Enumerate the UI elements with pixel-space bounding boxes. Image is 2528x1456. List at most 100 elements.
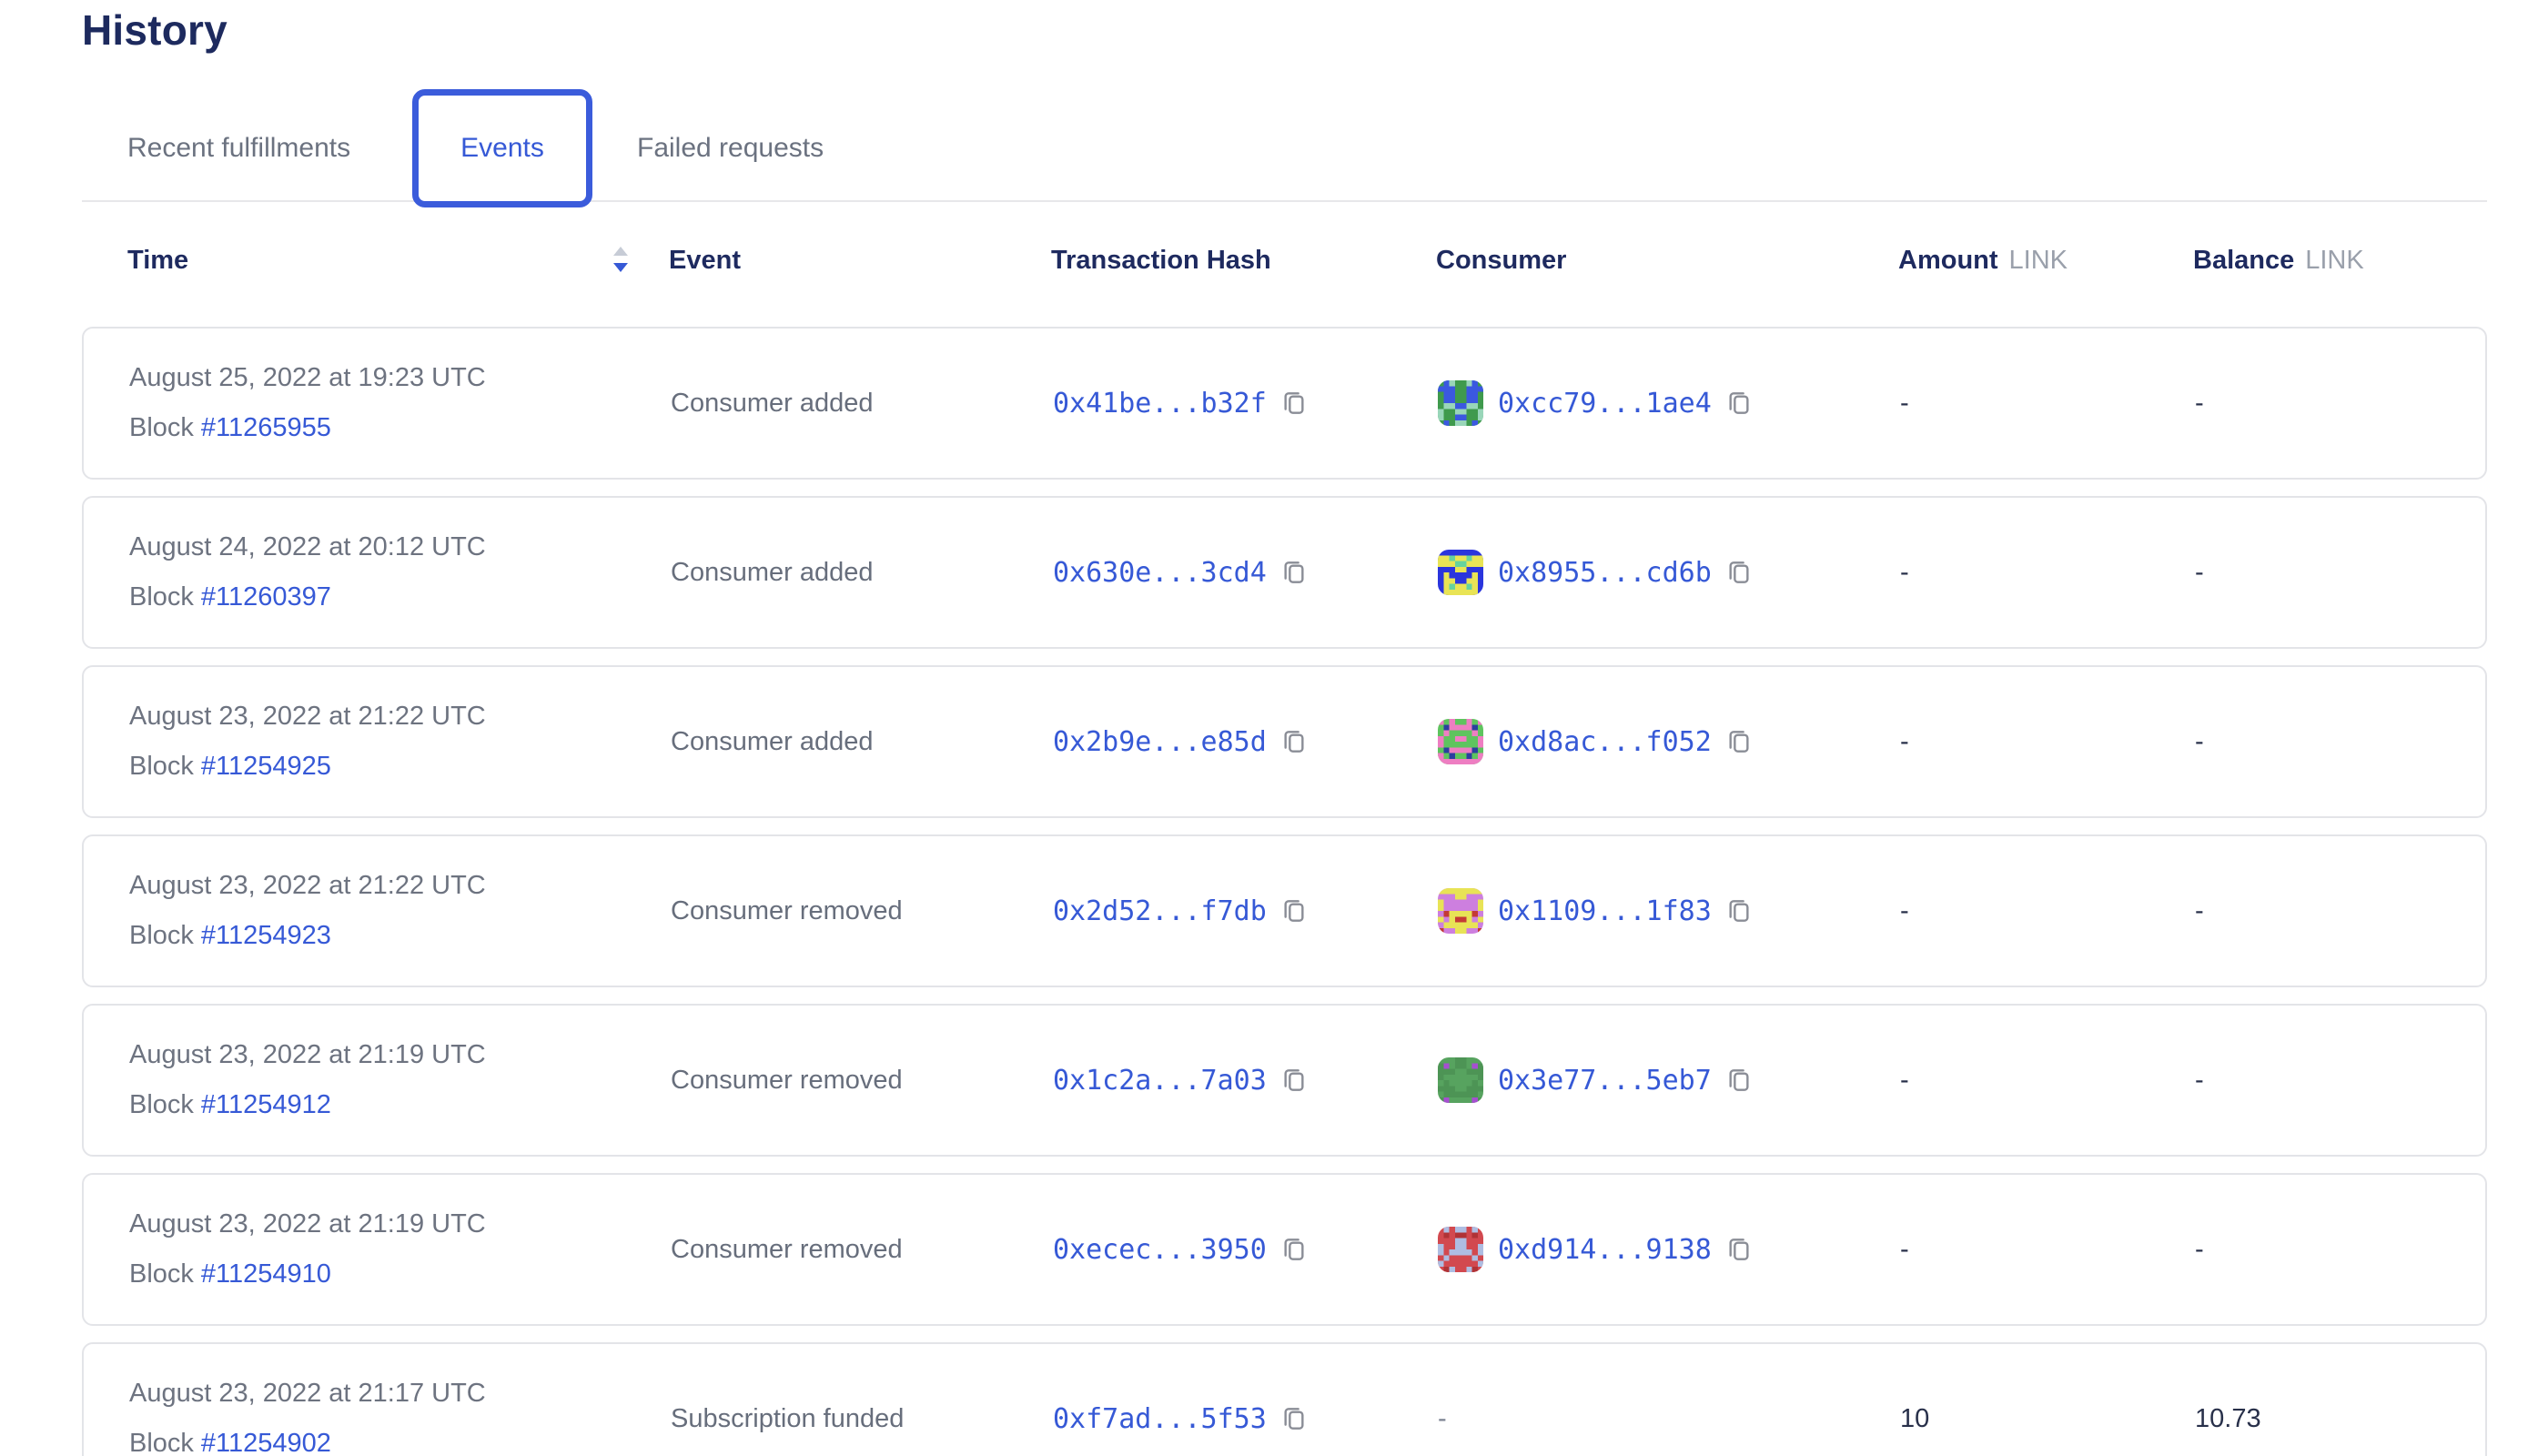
row-time-cell: August 23, 2022 at 21:19 UTC Block #11254… bbox=[129, 1040, 671, 1120]
sort-icon[interactable] bbox=[611, 246, 631, 275]
consumer-avatar bbox=[1438, 550, 1483, 595]
row-time-cell: August 24, 2022 at 20:12 UTC Block #11260… bbox=[129, 532, 671, 612]
row-event-cell: Consumer removed bbox=[671, 1066, 1053, 1096]
row-amount: - bbox=[1900, 726, 1909, 756]
copy-icon[interactable] bbox=[1724, 896, 1754, 925]
copy-icon[interactable] bbox=[1279, 896, 1309, 925]
copy-icon[interactable] bbox=[1279, 1235, 1309, 1264]
block-link[interactable]: #11254925 bbox=[200, 752, 331, 781]
row-timestamp: August 23, 2022 at 21:19 UTC bbox=[129, 1209, 486, 1239]
row-balance: - bbox=[2195, 1234, 2204, 1264]
consumer-avatar bbox=[1438, 888, 1483, 934]
block-link[interactable]: #11254902 bbox=[200, 1429, 331, 1456]
row-time-cell: August 23, 2022 at 21:17 UTC Block #11254… bbox=[129, 1379, 671, 1456]
tx-hash-link[interactable]: 0x630e...3cd4 bbox=[1053, 556, 1267, 589]
column-header-amount: Amount LINK bbox=[1898, 245, 2068, 275]
consumer-avatar bbox=[1438, 719, 1483, 764]
consumer-empty: - bbox=[1438, 1403, 1447, 1433]
tx-hash-link[interactable]: 0x1c2a...7a03 bbox=[1053, 1064, 1267, 1097]
block-link[interactable]: #11260397 bbox=[200, 582, 331, 612]
row-timestamp: August 24, 2022 at 20:12 UTC bbox=[129, 532, 486, 561]
tx-hash-link[interactable]: 0x2b9e...e85d bbox=[1053, 725, 1267, 758]
tx-hash-link[interactable]: 0xecec...3950 bbox=[1053, 1233, 1267, 1266]
row-block-line: Block #11254923 bbox=[129, 921, 331, 951]
row-tx-cell: 0xecec...3950 bbox=[1053, 1234, 1438, 1266]
event-rows: August 25, 2022 at 19:23 UTC Block #11265… bbox=[82, 327, 2487, 1456]
tx-hash-link[interactable]: 0x2d52...f7db bbox=[1053, 895, 1267, 927]
row-block-line: Block #11254912 bbox=[129, 1090, 331, 1120]
row-tx-cell: 0x630e...3cd4 bbox=[1053, 557, 1438, 589]
row-tx-cell: 0x1c2a...7a03 bbox=[1053, 1065, 1438, 1097]
consumer-link[interactable]: 0xcc79...1ae4 bbox=[1498, 387, 1712, 420]
row-tx-cell: 0x41be...b32f bbox=[1053, 388, 1438, 420]
row-tx-cell: 0x2d52...f7db bbox=[1053, 895, 1438, 927]
copy-icon[interactable] bbox=[1279, 558, 1309, 587]
consumer-avatar bbox=[1438, 380, 1483, 426]
block-link[interactable]: #11254912 bbox=[200, 1090, 331, 1119]
row-timestamp: August 23, 2022 at 21:19 UTC bbox=[129, 1040, 486, 1069]
row-timestamp: August 25, 2022 at 19:23 UTC bbox=[129, 363, 486, 392]
consumer-link[interactable]: 0x1109...1f83 bbox=[1498, 895, 1712, 927]
row-block-line: Block #11254910 bbox=[129, 1259, 331, 1289]
column-header-transaction-hash: Transaction Hash bbox=[1051, 245, 1271, 275]
consumer-link[interactable]: 0xd914...9138 bbox=[1498, 1233, 1712, 1266]
tx-hash-link[interactable]: 0xf7ad...5f53 bbox=[1053, 1402, 1267, 1435]
consumer-link[interactable]: 0x8955...cd6b bbox=[1498, 556, 1712, 589]
row-amount-cell: - bbox=[1900, 389, 2195, 419]
block-label: Block bbox=[129, 1090, 194, 1119]
event-row: August 25, 2022 at 19:23 UTC Block #11265… bbox=[82, 327, 2487, 480]
copy-icon[interactable] bbox=[1279, 727, 1309, 756]
tab-events[interactable]: Events bbox=[412, 89, 592, 207]
consumer-cell: 0xd8ac...f052 bbox=[1438, 719, 1900, 764]
copy-icon[interactable] bbox=[1724, 1066, 1754, 1095]
block-label: Block bbox=[129, 1429, 194, 1456]
tab-failed-requests[interactable]: Failed requests bbox=[637, 133, 824, 163]
block-label: Block bbox=[129, 413, 194, 442]
row-tx-cell: 0x2b9e...e85d bbox=[1053, 726, 1438, 758]
copy-icon[interactable] bbox=[1279, 1066, 1309, 1095]
row-event-cell: Consumer added bbox=[671, 727, 1053, 757]
row-event: Consumer removed bbox=[671, 895, 903, 925]
consumer-link[interactable]: 0xd8ac...f052 bbox=[1498, 725, 1712, 758]
copy-icon[interactable] bbox=[1724, 1235, 1754, 1264]
event-row: August 23, 2022 at 21:19 UTC Block #11254… bbox=[82, 1173, 2487, 1326]
row-event: Consumer removed bbox=[671, 1065, 903, 1095]
copy-icon[interactable] bbox=[1724, 389, 1754, 418]
row-amount: - bbox=[1900, 1065, 1909, 1095]
event-row: August 23, 2022 at 21:17 UTC Block #11254… bbox=[82, 1342, 2487, 1456]
tab-events-label: Events bbox=[460, 133, 544, 163]
column-header-event: Event bbox=[669, 245, 741, 275]
block-link[interactable]: #11265955 bbox=[200, 413, 331, 442]
block-link[interactable]: #11254923 bbox=[200, 921, 331, 950]
row-time-cell: August 25, 2022 at 19:23 UTC Block #11265… bbox=[129, 363, 671, 443]
row-time-cell: August 23, 2022 at 21:22 UTC Block #11254… bbox=[129, 702, 671, 782]
row-block-line: Block #11254902 bbox=[129, 1429, 331, 1456]
row-amount-cell: - bbox=[1900, 896, 2195, 926]
row-balance-cell: - bbox=[2195, 389, 2485, 419]
event-row: August 23, 2022 at 21:19 UTC Block #11254… bbox=[82, 1004, 2487, 1157]
copy-icon[interactable] bbox=[1279, 389, 1309, 418]
row-balance-cell: - bbox=[2195, 896, 2485, 926]
row-balance: 10.73 bbox=[2195, 1403, 2261, 1433]
column-header-consumer: Consumer bbox=[1436, 245, 1567, 275]
block-label: Block bbox=[129, 1259, 194, 1289]
row-balance: - bbox=[2195, 388, 2204, 418]
copy-icon[interactable] bbox=[1724, 727, 1754, 756]
page-title: History bbox=[82, 6, 228, 54]
row-event-cell: Consumer removed bbox=[671, 1235, 1053, 1265]
row-balance-cell: - bbox=[2195, 558, 2485, 588]
block-label: Block bbox=[129, 921, 194, 950]
column-header-time: Time bbox=[127, 246, 669, 276]
row-amount: - bbox=[1900, 557, 1909, 587]
block-link[interactable]: #11254910 bbox=[200, 1259, 331, 1289]
balance-unit-label: LINK bbox=[2305, 245, 2364, 275]
column-header-balance: Balance LINK bbox=[2193, 245, 2364, 275]
copy-icon[interactable] bbox=[1279, 1404, 1309, 1433]
consumer-link[interactable]: 0x3e77...5eb7 bbox=[1498, 1064, 1712, 1097]
tab-recent-fulfillments[interactable]: Recent fulfillments bbox=[127, 133, 351, 163]
row-balance: - bbox=[2195, 726, 2204, 756]
amount-unit-label: LINK bbox=[2008, 245, 2068, 275]
tx-hash-link[interactable]: 0x41be...b32f bbox=[1053, 387, 1267, 420]
block-label: Block bbox=[129, 752, 194, 781]
copy-icon[interactable] bbox=[1724, 558, 1754, 587]
